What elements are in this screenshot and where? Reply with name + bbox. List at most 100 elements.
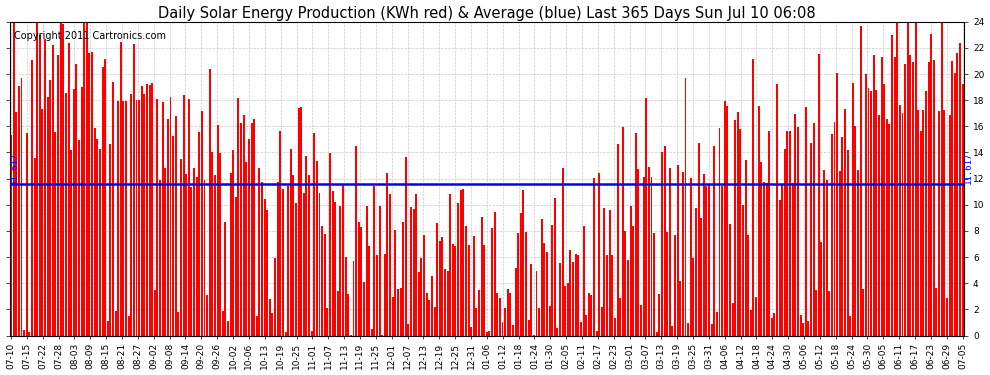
Bar [760, 162, 762, 336]
Bar [933, 60, 935, 336]
Bar [945, 298, 947, 336]
Bar [959, 43, 961, 336]
Bar [175, 116, 176, 336]
Bar [250, 123, 252, 336]
Bar [703, 174, 705, 336]
Bar [13, 22, 15, 336]
Bar [349, 335, 351, 336]
Bar [931, 34, 933, 336]
Bar [567, 283, 569, 336]
Bar [80, 87, 82, 336]
Bar [457, 203, 459, 336]
Bar [164, 168, 166, 336]
Bar [177, 312, 179, 336]
Bar [83, 22, 85, 336]
Bar [78, 140, 80, 336]
Bar [953, 73, 955, 336]
Bar [625, 231, 627, 336]
Bar [928, 62, 930, 336]
Bar [222, 311, 224, 336]
Bar [57, 55, 59, 336]
Bar [936, 288, 938, 336]
Bar [559, 263, 561, 336]
Bar [735, 120, 737, 336]
Bar [611, 255, 613, 336]
Bar [821, 242, 823, 336]
Bar [582, 225, 584, 336]
Bar [645, 98, 647, 336]
Bar [713, 146, 715, 336]
Bar [846, 150, 848, 336]
Bar [765, 183, 767, 336]
Bar [784, 149, 786, 336]
Bar [300, 107, 302, 336]
Bar [357, 222, 359, 336]
Bar [520, 213, 522, 336]
Bar [797, 127, 799, 336]
Bar [859, 27, 861, 336]
Bar [544, 243, 545, 336]
Bar [327, 308, 329, 336]
Bar [617, 144, 619, 336]
Bar [499, 298, 501, 336]
Bar [580, 322, 582, 336]
Bar [939, 111, 940, 336]
Bar [737, 112, 739, 336]
Bar [778, 200, 780, 336]
Bar [378, 206, 380, 336]
Bar [925, 91, 927, 336]
Bar [423, 235, 425, 336]
Bar [112, 82, 114, 336]
Bar [826, 180, 828, 336]
Bar [59, 22, 61, 336]
Bar [255, 316, 257, 336]
Bar [687, 322, 689, 336]
Bar [622, 127, 624, 336]
Bar [510, 292, 511, 336]
Bar [340, 206, 342, 336]
Bar [426, 293, 428, 336]
Bar [690, 178, 692, 336]
Bar [671, 326, 673, 336]
Bar [274, 258, 276, 336]
Bar [475, 308, 477, 336]
Bar [831, 134, 833, 336]
Bar [238, 98, 240, 336]
Bar [880, 57, 882, 336]
Bar [276, 182, 278, 336]
Bar [572, 262, 574, 336]
Bar [749, 310, 751, 336]
Bar [313, 133, 315, 336]
Bar [802, 323, 804, 336]
Bar [418, 272, 420, 336]
Bar [295, 203, 297, 336]
Bar [465, 226, 467, 336]
Bar [494, 212, 496, 336]
Bar [324, 234, 326, 336]
Bar [502, 322, 504, 336]
Bar [679, 281, 681, 336]
Bar [551, 225, 553, 336]
Bar [62, 24, 64, 336]
Bar [661, 152, 663, 336]
Bar [371, 329, 373, 336]
Bar [190, 186, 192, 336]
Bar [198, 132, 200, 336]
Bar [541, 219, 543, 336]
Bar [575, 254, 577, 336]
Bar [360, 227, 362, 336]
Bar [708, 185, 710, 336]
Bar [156, 99, 158, 336]
Bar [99, 148, 101, 336]
Bar [91, 52, 93, 336]
Bar [596, 331, 598, 336]
Bar [862, 290, 864, 336]
Bar [488, 331, 490, 336]
Bar [504, 308, 506, 336]
Bar [15, 112, 17, 336]
Bar [915, 22, 917, 336]
Bar [619, 298, 621, 336]
Bar [70, 150, 72, 336]
Bar [857, 170, 859, 336]
Bar [698, 143, 700, 336]
